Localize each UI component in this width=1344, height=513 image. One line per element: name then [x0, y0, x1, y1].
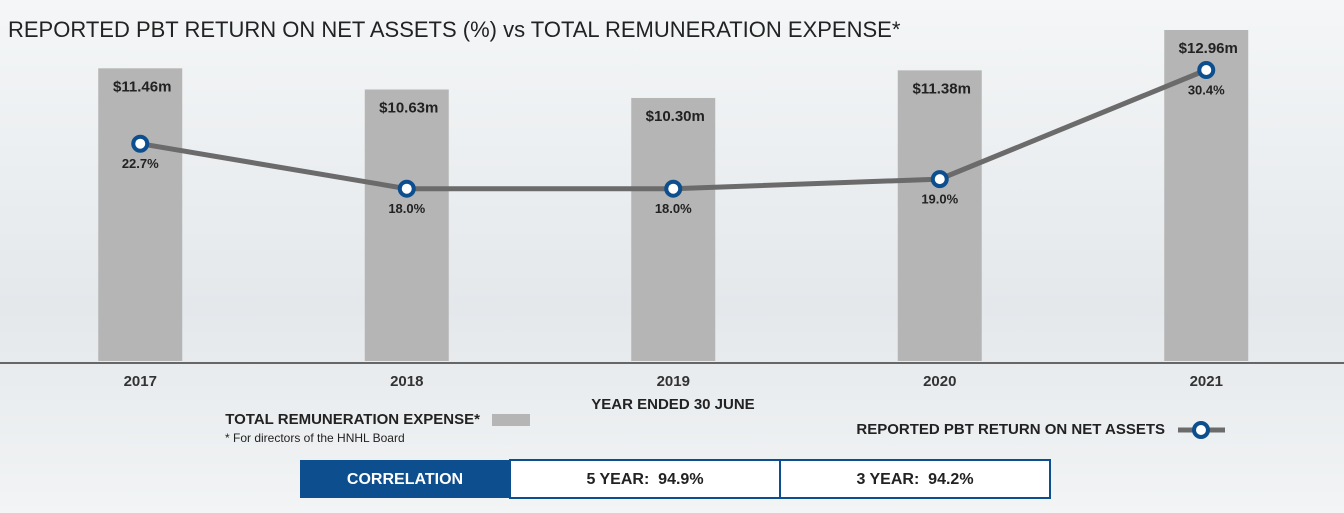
line-value-label: 18.0%	[388, 201, 425, 216]
line-marker	[664, 179, 683, 198]
table-header-cell	[300, 460, 510, 498]
line-marker	[1197, 61, 1216, 79]
bar	[98, 68, 183, 362]
chart-title: REPORTED PBT RETURN ON NET ASSETS (%) vs…	[8, 17, 901, 42]
table-header: CORRELATION	[347, 471, 463, 488]
x-tick-label: 2019	[657, 373, 690, 390]
bar-value-label: $10.63m	[379, 99, 438, 116]
legend-marker	[1192, 421, 1210, 439]
legend-label: REPORTED PBT RETURN ON NET ASSETS	[856, 421, 1165, 438]
table-value: 3 YEAR: 94.2%	[856, 471, 973, 488]
x-tick-label: 2017	[124, 373, 157, 390]
plot: 2017 2018 2019 2020 2021 $11.46m $10.63m $10.30…	[98, 30, 1249, 390]
footnote: * For directors of the HNHL Board	[225, 431, 405, 445]
table-value: 5 YEAR: 94.9%	[586, 471, 703, 488]
legend-swatch	[492, 414, 530, 426]
legend-label: TOTAL REMUNERATION EXPENSE*	[225, 411, 480, 428]
bar	[631, 97, 716, 361]
line-marker	[131, 134, 150, 153]
line-value-label: 30.4%	[1188, 82, 1225, 97]
bar-value-label: $11.46m	[113, 78, 171, 95]
bar-value-label: $11.38m	[913, 80, 971, 97]
bar	[364, 89, 449, 361]
line-marker	[397, 179, 416, 198]
line-value-label: 18.0%	[655, 201, 692, 216]
table-cell	[779, 459, 1051, 499]
table-cell	[509, 459, 781, 499]
bar	[1164, 30, 1249, 361]
line-marker	[930, 170, 949, 189]
x-tick-label: 2018	[390, 373, 423, 390]
x-axis-title: YEAR ENDED 30 JUNE	[591, 396, 754, 413]
bar-value-label: $10.30m	[646, 108, 705, 125]
x-tick-label: 2020	[923, 373, 956, 390]
bar	[897, 70, 982, 361]
line-value-label: 19.0%	[921, 192, 958, 207]
line-value-label: 22.7%	[122, 156, 159, 171]
bar-value-label: $12.96m	[1179, 40, 1238, 57]
x-tick-label: 2021	[1190, 373, 1223, 390]
